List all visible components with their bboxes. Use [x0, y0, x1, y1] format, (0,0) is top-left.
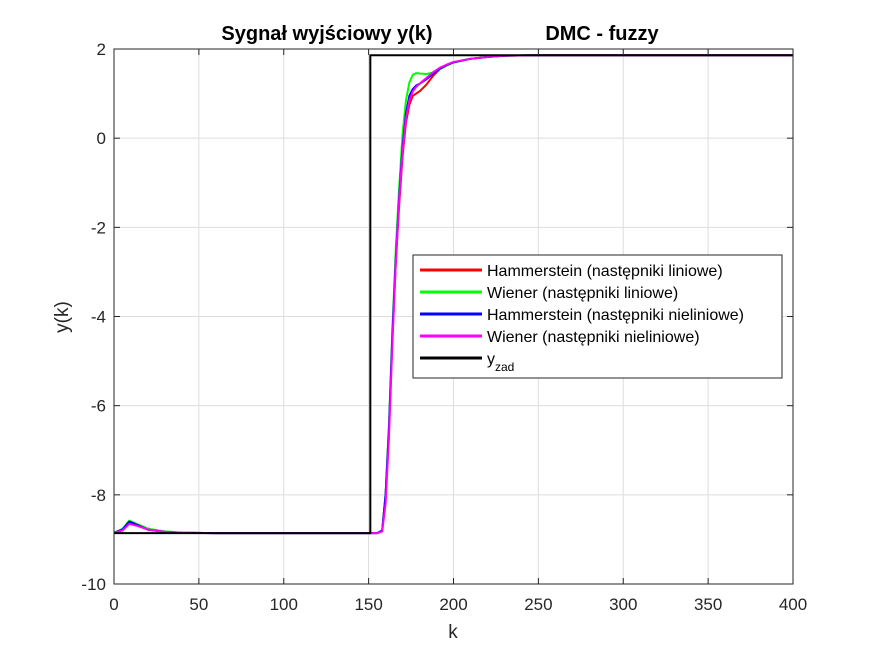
legend-label-4: yzad [487, 351, 514, 374]
legend-label-0: Hammerstein (następniki liniowe) [487, 263, 723, 280]
y-tick-label: -2 [91, 218, 106, 237]
x-tick-label: 350 [694, 595, 722, 614]
x-tick-label: 150 [354, 595, 382, 614]
x-tick-label: 0 [109, 595, 118, 614]
y-axis-label: y(k) [52, 301, 73, 333]
x-tick-label: 50 [189, 595, 208, 614]
ticks: 0 50 100 150 200 250 300 350 400 -10 -8 -6 -4 -2 0 2 [81, 40, 807, 614]
chart-title-left: Sygnał wyjściowy y(k) [221, 23, 432, 45]
x-tick-label: 250 [524, 595, 552, 614]
series-line-4 [114, 54, 793, 535]
legend: Hammerstein (następniki liniowe) Wiener (… [412, 254, 783, 379]
series-layer [113, 54, 793, 535]
y-tick-label: 2 [97, 40, 106, 59]
x-tick-label: 100 [270, 595, 298, 614]
x-tick-label: 400 [779, 595, 807, 614]
y-tick-label: -8 [91, 486, 106, 505]
y-tick-label: -6 [91, 397, 106, 416]
y-tick-label: 0 [97, 129, 106, 148]
legend-label-2: Hammerstein (następniki nieliniowe) [487, 307, 744, 324]
legend-label-text-4: y [487, 351, 495, 368]
y-tick-label: -4 [91, 308, 106, 327]
legend-label-text-2: Hammerstein (następniki nieliniowe) [487, 307, 744, 324]
legend-label-1: Wiener (następniki liniowe) [487, 285, 678, 302]
y-tick-label: -10 [81, 575, 106, 594]
legend-items: Hammerstein (następniki liniowe) Wiener (… [420, 263, 744, 374]
legend-label-subscript-4: zad [495, 360, 514, 374]
x-tick-label: 200 [439, 595, 467, 614]
chart-title-right: DMC - fuzzy [545, 23, 659, 45]
legend-label-text-0: Hammerstein (następniki liniowe) [487, 263, 723, 280]
legend-label-3: Wiener (następniki nieliniowe) [487, 329, 700, 346]
legend-label-text-1: Wiener (następniki liniowe) [487, 285, 678, 302]
x-tick-label: 300 [609, 595, 637, 614]
legend-label-text-3: Wiener (następniki nieliniowe) [487, 329, 700, 346]
x-axis-label: k [448, 622, 458, 643]
